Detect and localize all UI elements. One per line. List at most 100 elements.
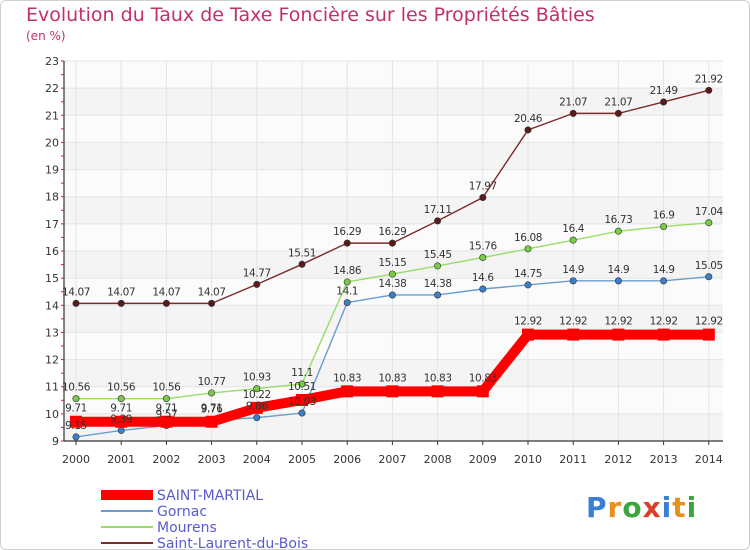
data-label: 14.1	[336, 286, 358, 298]
logo-letter: i	[686, 491, 698, 524]
data-point	[657, 328, 670, 341]
data-label: 10.83	[424, 372, 452, 384]
logo-letter: x	[642, 491, 662, 524]
data-label: 14.07	[62, 286, 90, 298]
data-label: 10.56	[107, 382, 136, 394]
data-point	[70, 415, 82, 428]
data-label: 16.08	[514, 232, 542, 244]
data-point	[208, 389, 216, 397]
x-tick-label: 2005	[288, 453, 316, 466]
x-tick-label: 2012	[604, 453, 632, 466]
data-label: 10.83	[333, 372, 361, 384]
grid-band	[64, 223, 723, 251]
data-label: 9.71	[201, 403, 223, 415]
legend-label: SAINT-MARTIAL	[157, 488, 263, 504]
data-point	[298, 260, 306, 268]
data-label: 10.03	[288, 396, 316, 408]
data-point	[612, 328, 625, 341]
data-label: 11.1	[291, 367, 313, 379]
x-tick-label: 2002	[152, 453, 180, 466]
data-label: 9.76	[201, 403, 223, 415]
logo-letter: o	[622, 491, 643, 524]
legend-label: Mourens	[157, 520, 217, 536]
x-tick-label: 2006	[333, 453, 361, 466]
x-tick-label: 2009	[469, 453, 497, 466]
y-tick-label: 18	[45, 191, 59, 204]
data-label: 16.9	[653, 210, 675, 222]
data-point	[479, 194, 487, 202]
data-point	[524, 126, 532, 134]
data-point	[434, 217, 442, 225]
data-point	[117, 426, 125, 434]
data-label: 21.49	[650, 85, 678, 97]
x-tick-label: 2010	[514, 453, 542, 466]
data-point	[388, 239, 396, 247]
data-label: 10.83	[378, 372, 406, 384]
data-point	[614, 227, 622, 235]
data-point	[479, 254, 487, 262]
y-tick-label: 21	[45, 109, 59, 122]
data-label: 14.9	[653, 264, 675, 276]
data-point	[660, 98, 668, 106]
data-point	[253, 385, 261, 393]
data-point	[117, 395, 125, 403]
data-label: 14.07	[107, 286, 135, 298]
data-point	[522, 328, 534, 341]
y-tick-label: 17	[45, 218, 59, 231]
data-label: 15.15	[378, 257, 406, 269]
data-label: 15.05	[695, 260, 723, 272]
data-point	[614, 277, 622, 285]
data-point	[343, 239, 351, 247]
data-label: 17.11	[424, 204, 452, 216]
data-point	[162, 299, 170, 307]
data-label: 15.51	[288, 247, 316, 259]
logo-letter: P	[586, 491, 608, 524]
data-label: 12.92	[695, 316, 723, 328]
grid-band	[64, 359, 723, 387]
data-label: 20.46	[514, 113, 543, 125]
data-label: 15.76	[469, 241, 498, 253]
data-point	[567, 328, 580, 341]
data-point	[162, 395, 170, 403]
x-tick-label: 2014	[695, 453, 723, 466]
data-label: 15.45	[424, 249, 452, 261]
data-point	[388, 291, 396, 299]
series-mourens	[72, 219, 713, 403]
logo-letter: r	[607, 491, 623, 524]
data-point	[298, 380, 306, 388]
data-point	[250, 401, 263, 414]
series-saint-laurent-du-bois	[72, 86, 713, 307]
data-point	[476, 385, 489, 398]
data-label: 10.83	[469, 372, 497, 384]
data-label: 16.4	[562, 223, 584, 235]
data-label: 14.86	[333, 265, 362, 277]
y-tick-label: 11	[45, 381, 59, 394]
data-label: 16.29	[378, 226, 406, 238]
x-tick-label: 2003	[198, 453, 226, 466]
data-label: 9.57	[156, 409, 178, 421]
data-label: 10.51	[288, 381, 316, 393]
data-point	[569, 236, 577, 244]
data-label: 14.6	[472, 272, 494, 284]
y-tick-label: 9	[52, 435, 59, 448]
grid-band	[64, 169, 723, 197]
data-point	[431, 385, 444, 398]
data-label: 14.07	[152, 286, 180, 298]
data-point	[341, 385, 354, 398]
data-point	[479, 285, 487, 293]
data-point	[115, 415, 128, 428]
data-point	[524, 281, 532, 289]
data-label: 9.71	[110, 403, 132, 415]
data-label: 14.77	[243, 267, 271, 279]
data-point	[205, 415, 218, 428]
data-point	[298, 409, 306, 417]
data-point	[160, 415, 173, 428]
chart-subtitle: (en %)	[26, 29, 66, 43]
data-label: 16.29	[333, 226, 361, 238]
data-point	[434, 291, 442, 299]
data-label: 12.92	[604, 316, 632, 328]
data-label: 17.04	[695, 206, 724, 218]
data-label: 9.86	[246, 401, 268, 413]
data-point	[253, 280, 261, 288]
data-point	[434, 262, 442, 270]
